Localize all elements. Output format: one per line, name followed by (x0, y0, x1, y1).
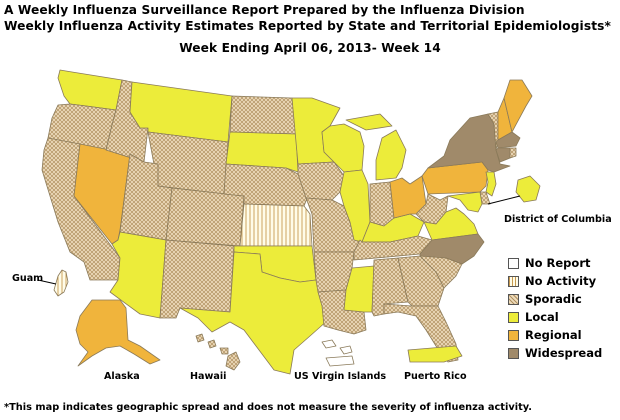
state-texas (179, 251, 329, 375)
legend-label: Sporadic (525, 292, 582, 306)
legend-item-local: Local (508, 308, 620, 326)
state-kansas (239, 203, 313, 247)
legend-label: No Report (525, 256, 591, 270)
legend-item-no-report: No Report (508, 254, 620, 272)
label-us-virgin-islands: US Virgin Islands (294, 371, 387, 382)
legend-swatch (508, 347, 519, 359)
report-title: A Weekly Influenza Surveillance Report P… (4, 3, 525, 17)
label-hawaii: Hawaii (190, 371, 227, 382)
state-district-of-columbia (515, 175, 541, 203)
label-alaska: Alaska (104, 371, 140, 382)
state-wyoming (147, 131, 229, 195)
legend-swatch (508, 311, 519, 323)
state-colorado (165, 187, 245, 247)
territory-us-virgin-islands (321, 339, 355, 367)
state-tennessee (353, 235, 433, 261)
state-rhode-island (509, 147, 517, 159)
label-puerto-rico: Puerto Rico (404, 371, 467, 382)
legend-item-sporadic: Sporadic (508, 290, 620, 308)
legend-label: Widespread (525, 346, 603, 360)
state-north-dakota (229, 95, 297, 135)
state-new-mexico (159, 239, 235, 319)
state-south-dakota (225, 131, 299, 173)
legend-item-no-activity: No Activity (508, 272, 620, 290)
label-guam: Guam (12, 273, 44, 284)
state-iowa (297, 161, 345, 201)
dc-pointer (487, 195, 521, 205)
legend-label: Regional (525, 328, 582, 342)
state-new-jersey (485, 171, 497, 197)
footnote: *This map indicates geographic spread an… (4, 402, 532, 413)
state-maryland (447, 191, 483, 213)
map-legend: No Report No Activity Sporadic Local Reg… (508, 254, 620, 362)
legend-label: No Activity (525, 274, 597, 288)
guam-pointer (37, 279, 57, 285)
state-hawaii (195, 333, 241, 371)
state-illinois (339, 169, 371, 243)
legend-label: Local (525, 310, 559, 324)
label-district-of-columbia: District of Columbia (504, 214, 612, 225)
state-alaska (75, 299, 161, 367)
legend-item-regional: Regional (508, 326, 620, 344)
state-michigan (345, 113, 407, 181)
legend-swatch (508, 329, 519, 341)
legend-item-widespread: Widespread (508, 344, 620, 362)
legend-swatch (508, 275, 519, 287)
territory-puerto-rico (407, 345, 463, 363)
week-heading: Week Ending April 06, 2013- Week 14 (179, 41, 441, 55)
territory-guam (53, 269, 69, 297)
legend-swatch (508, 293, 519, 305)
legend-swatch (508, 257, 519, 269)
state-south-carolina (419, 255, 463, 289)
report-subtitle: Weekly Influenza Activity Estimates Repo… (4, 19, 611, 33)
